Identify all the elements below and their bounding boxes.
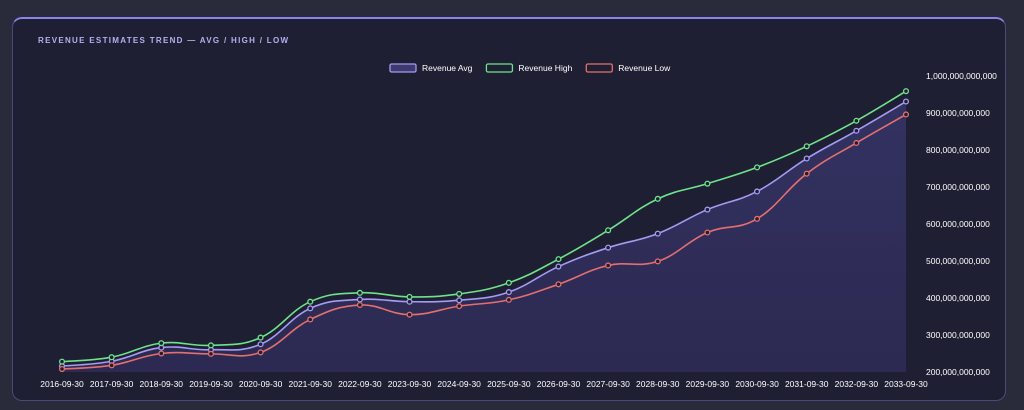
revenue-high-point[interactable] xyxy=(754,164,761,171)
revenue-low-point[interactable] xyxy=(307,316,314,323)
x-tick-label: 2027-09-30 xyxy=(586,379,630,389)
revenue-avg-point[interactable] xyxy=(853,127,860,134)
revenue-trend-chart: 2016-09-30 2017-09-30 2018-09-30 2019-09-30… xyxy=(40,63,997,389)
revenue-high-point[interactable] xyxy=(108,354,115,361)
legend-item-revenue-high[interactable]: Revenue High xyxy=(485,63,573,73)
revenue-low-point[interactable] xyxy=(207,350,214,357)
revenue-low-point[interactable] xyxy=(257,349,264,356)
revenue-low-point[interactable] xyxy=(654,258,661,265)
revenue-high-point[interactable] xyxy=(803,143,810,150)
revenue-avg-point[interactable] xyxy=(406,298,413,305)
revenue-high-point[interactable] xyxy=(555,256,562,263)
revenue-low-point[interactable] xyxy=(456,303,463,310)
y-tick-label: 900,000,000,000 xyxy=(926,108,990,118)
revenue-avg-point[interactable] xyxy=(555,263,562,270)
revenue-low-point[interactable] xyxy=(158,350,165,357)
x-tick-label: 2016-09-30 xyxy=(40,379,84,389)
revenue-low-point[interactable] xyxy=(754,215,761,222)
revenue-avg-point[interactable] xyxy=(605,244,612,251)
revenue-low-point[interactable] xyxy=(58,365,66,373)
revenue-high-point[interactable] xyxy=(456,290,463,297)
legend-item-revenue-low[interactable]: Revenue Low xyxy=(585,63,671,73)
revenue-avg-line xyxy=(61,100,907,367)
y-tick-label: 400,000,000,000 xyxy=(926,293,990,303)
revenue-low-point[interactable] xyxy=(555,281,562,288)
x-tick-label: 2024-09-30 xyxy=(437,379,481,389)
chart-card: REVENUE ESTIMATES TREND — AVG / HIGH / L… xyxy=(12,17,1006,401)
revenue-low-point[interactable] xyxy=(406,311,413,318)
y-tick-label: 200,000,000,000 xyxy=(926,367,990,377)
x-tick-label: 2031-09-30 xyxy=(785,379,829,389)
revenue-avg-point[interactable] xyxy=(654,230,661,237)
revenue-high-point[interactable] xyxy=(257,334,264,341)
revenue-high-point[interactable] xyxy=(654,195,661,202)
x-tick-label: 2017-09-30 xyxy=(90,379,134,389)
legend-item-revenue-avg[interactable]: Revenue Avg xyxy=(389,63,473,73)
revenue-avg-point[interactable] xyxy=(456,297,463,304)
x-tick-label: 2025-09-30 xyxy=(487,379,531,389)
x-tick-label: 2018-09-30 xyxy=(140,379,184,389)
x-tick-label: 2019-09-30 xyxy=(189,379,233,389)
legend-label: Revenue High xyxy=(518,63,572,73)
legend-swatch xyxy=(389,63,417,73)
revenue-high-line xyxy=(61,90,907,363)
revenue-high-point[interactable] xyxy=(505,279,512,286)
revenue-avg-area xyxy=(62,101,906,372)
revenue-low-line xyxy=(61,113,907,370)
revenue-low-point[interactable] xyxy=(902,111,910,118)
revenue-high-point[interactable] xyxy=(704,180,711,187)
y-tick-label: 300,000,000,000 xyxy=(926,330,990,340)
revenue-high-point[interactable] xyxy=(158,340,165,347)
legend-label: Revenue Low xyxy=(618,63,671,73)
x-tick-label: 2022-09-30 xyxy=(338,379,382,389)
revenue-avg-point[interactable] xyxy=(307,305,314,312)
legend-label: Revenue Avg xyxy=(422,63,473,73)
revenue-low-point[interactable] xyxy=(704,229,711,236)
x-tick-label: 2029-09-30 xyxy=(686,379,730,389)
legend-swatch xyxy=(485,63,514,73)
x-tick-label: 2032-09-30 xyxy=(835,379,879,389)
revenue-avg-point[interactable] xyxy=(257,341,264,348)
x-tick-label: 2033-09-30 xyxy=(884,379,928,389)
revenue-low-point[interactable] xyxy=(853,139,860,147)
y-tick-label: 500,000,000,000 xyxy=(926,256,990,266)
revenue-low-point[interactable] xyxy=(803,170,810,177)
x-tick-label: 2026-09-30 xyxy=(537,379,581,389)
revenue-avg-point[interactable] xyxy=(754,188,761,195)
revenue-high-point[interactable] xyxy=(406,293,413,300)
revenue-avg-point[interactable] xyxy=(803,155,810,162)
revenue-high-point[interactable] xyxy=(902,88,910,95)
revenue-low-point[interactable] xyxy=(505,296,512,303)
revenue-low-point[interactable] xyxy=(108,362,115,369)
revenue-avg-point[interactable] xyxy=(902,98,910,105)
revenue-high-point[interactable] xyxy=(605,227,612,234)
y-tick-label: 1,000,000,000,000 xyxy=(926,71,997,81)
y-tick-label: 800,000,000,000 xyxy=(926,145,990,155)
legend-swatch xyxy=(585,63,613,73)
chart-title: REVENUE ESTIMATES TREND — AVG / HIGH / L… xyxy=(38,36,290,45)
revenue-avg-point[interactable] xyxy=(704,206,711,213)
revenue-high-point[interactable] xyxy=(207,342,214,349)
revenue-avg-point[interactable] xyxy=(505,289,512,296)
x-tick-label: 2030-09-30 xyxy=(735,379,779,389)
x-tick-label: 2028-09-30 xyxy=(636,379,680,389)
x-tick-label: 2021-09-30 xyxy=(288,379,332,389)
revenue-high-point[interactable] xyxy=(58,358,66,365)
x-tick-label: 2020-09-30 xyxy=(239,379,283,389)
x-tick-label: 2023-09-30 xyxy=(388,379,432,389)
y-tick-label: 600,000,000,000 xyxy=(926,219,990,229)
revenue-low-point[interactable] xyxy=(605,262,612,269)
revenue-high-point[interactable] xyxy=(853,117,860,124)
revenue-high-point[interactable] xyxy=(307,298,314,305)
revenue-avg-point[interactable] xyxy=(356,296,363,303)
y-tick-label: 700,000,000,000 xyxy=(926,182,990,192)
revenue-high-point[interactable] xyxy=(356,289,363,296)
revenue-low-point[interactable] xyxy=(356,301,363,309)
